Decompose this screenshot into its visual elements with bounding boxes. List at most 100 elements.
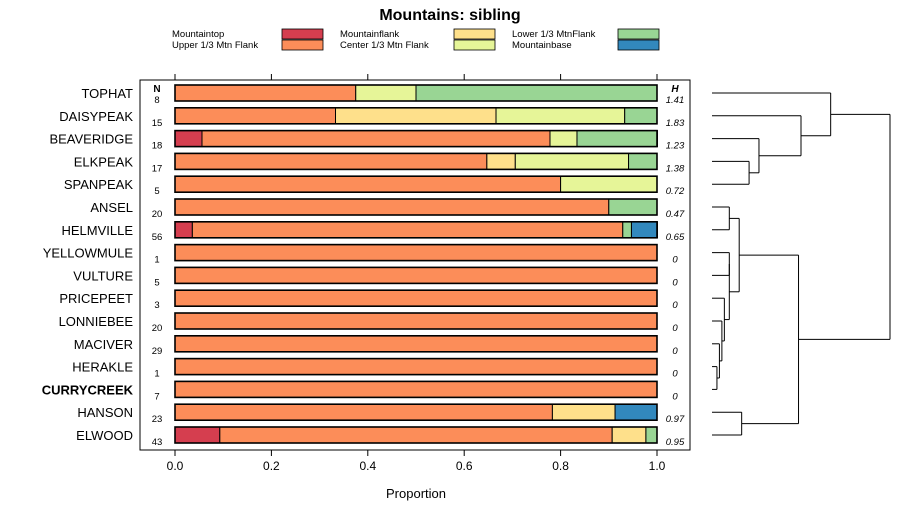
bar-outline: [174, 380, 658, 399]
category-label: MACIVER: [74, 337, 133, 352]
n-value: 23: [152, 414, 163, 425]
bar-outline: [174, 403, 658, 422]
legend-label: Center 1/3 Mtn Flank: [340, 40, 429, 51]
n-value: 15: [152, 118, 163, 129]
bar-segment: [201, 130, 551, 148]
h-value: 0: [672, 346, 678, 357]
bar-segment: [174, 244, 658, 262]
bar-segment: [645, 426, 658, 444]
bar-segment: [628, 152, 658, 170]
bar-segment: [174, 403, 553, 421]
h-value: 1.23: [666, 141, 685, 152]
bar-segment: [191, 221, 624, 239]
h-value: 0.65: [666, 232, 685, 243]
h-value: 1.41: [666, 95, 685, 106]
n-value: 56: [152, 232, 163, 243]
category-label: YELLOWMULE: [43, 246, 134, 261]
h-value: 0: [672, 369, 678, 380]
bar-segment: [174, 312, 658, 330]
n-value: 29: [152, 346, 163, 357]
x-axis: 0.0 0.2 0.4 0.6 0.8 1.0: [167, 74, 666, 473]
n-value: 5: [154, 186, 159, 197]
category-label: ANSEL: [90, 200, 133, 215]
h-value: 0.72: [666, 186, 685, 197]
bar-segment: [174, 266, 658, 284]
category-label: BEAVERIDGE: [49, 132, 133, 147]
legend-label: Lower 1/3 MtnFlank: [512, 29, 596, 40]
bar-outline: [174, 175, 658, 193]
n-value: 17: [152, 163, 163, 174]
n-value: 1: [154, 369, 159, 380]
bar-segment: [549, 130, 578, 148]
bar-segment: [611, 426, 647, 444]
bar-outline: [174, 357, 658, 376]
category-label: HANSON: [77, 405, 133, 420]
bar-segment: [355, 84, 417, 102]
bar-outline: [174, 129, 658, 148]
x-tick-label: 0.6: [456, 459, 473, 473]
plot-frame: [139, 79, 691, 451]
category-label: ELWOOD: [76, 428, 133, 443]
h-column-header: H: [671, 84, 679, 95]
bar-segment: [174, 335, 658, 353]
bar-segment: [560, 175, 658, 193]
category-label: PRICEPEET: [59, 291, 133, 306]
n-value: 3: [154, 300, 159, 311]
h-value: 0: [672, 255, 678, 266]
legend-swatch: [281, 28, 324, 40]
legend-label: Upper 1/3 Mtn Flank: [172, 40, 258, 51]
bar-segment: [174, 130, 203, 148]
bar-segment: [495, 107, 626, 125]
x-tick-label: 0.4: [359, 459, 376, 473]
h-value: 0: [672, 277, 678, 288]
legend-swatch: [453, 39, 496, 51]
bar-segment: [174, 380, 658, 398]
legend-label: Mountainflank: [340, 29, 399, 40]
bar-segment: [174, 426, 221, 444]
x-tick-label: 0.2: [263, 459, 280, 473]
legend-swatch: [617, 28, 660, 40]
chart-title: Mountains: sibling: [379, 7, 520, 24]
category-label: ELKPEAK: [74, 154, 134, 169]
bar-segment: [174, 221, 193, 239]
bar-segment: [174, 107, 337, 125]
h-value: 0: [672, 391, 678, 402]
n-value: 18: [152, 141, 163, 152]
bar-segment: [514, 152, 630, 170]
n-value: 20: [152, 209, 163, 220]
bar-segment: [174, 84, 357, 102]
x-tick-label: 0.8: [552, 459, 569, 473]
bar-outline: [174, 266, 658, 285]
bar-outline: [174, 84, 658, 102]
bar-outline: [174, 221, 658, 239]
bar-segment: [174, 358, 658, 376]
bar-segment: [614, 403, 658, 421]
bar-segment: [219, 426, 613, 444]
bar-segment: [174, 289, 658, 307]
h-value: 0.47: [666, 209, 685, 220]
h-value: 0: [672, 323, 678, 334]
legend-swatch: [453, 28, 496, 40]
n-value: 43: [152, 437, 163, 448]
bar-segment: [608, 198, 658, 216]
bar-segment: [335, 107, 497, 125]
category-label: VULTURE: [73, 268, 133, 283]
legend-label: Mountainbase: [512, 40, 572, 51]
x-tick-label: 1.0: [649, 459, 666, 473]
bar-segment: [174, 198, 610, 216]
bar-outline: [174, 107, 658, 125]
bar-outline: [174, 334, 658, 353]
category-label: SPANPEAK: [64, 177, 133, 192]
category-label: LONNIEBEE: [59, 314, 134, 329]
bar-segment: [624, 107, 658, 125]
x-axis-label: Proportion: [386, 486, 446, 501]
dendrogram: [712, 92, 891, 436]
legend-swatch: [281, 39, 324, 51]
category-label: CURRYCREEK: [42, 382, 134, 397]
category-label: HELMVILLE: [61, 223, 133, 238]
bar-outline: [174, 289, 658, 308]
h-value: 1.83: [666, 118, 685, 129]
bar-segment: [576, 130, 658, 148]
